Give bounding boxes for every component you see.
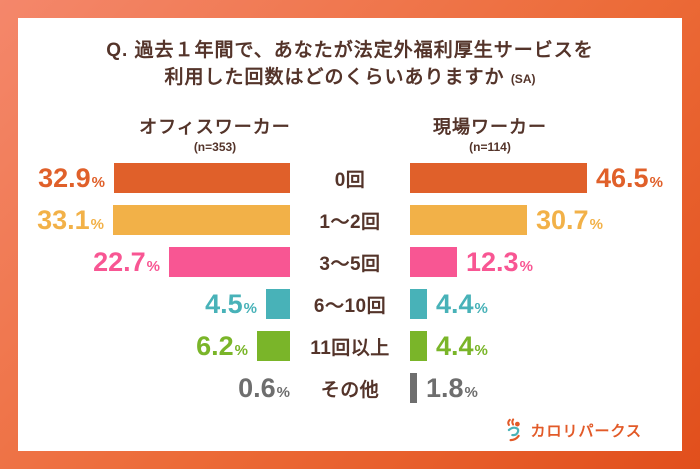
left-value-unit: % [243,299,257,317]
right-value-label: 4.4% [436,288,488,319]
right-bar [410,373,417,403]
group-name-label: 現場ワーカー [433,117,547,137]
right-value-number: 1.8 [426,372,464,403]
brand-logo-icon [507,418,521,442]
right-bar-zone: 12.3% [410,247,682,277]
chart-title-line2: 利用した回数はどのくらいありますか [164,67,505,88]
left-bar-zone: 0.6% [18,372,290,403]
right-value-number: 4.4 [436,288,474,319]
chart-row: 33.1% 1〜2回 30.7% [18,199,682,241]
right-bar [410,163,587,193]
group-header-office-worker: オフィスワーカー (n=353) [105,113,325,154]
left-value-unit: % [276,383,290,401]
category-label: その他 [320,379,380,401]
category-label: 6〜10回 [313,295,387,317]
left-value-label: 22.7% [93,246,160,277]
left-value-number: 32.9 [38,162,91,193]
chart-title: Q. 過去１年間で、あなたが法定外福利厚生サービスを 利用した回数はどのくらいあ… [18,37,682,93]
right-bar-zone: 30.7% [410,205,682,235]
chart-title-line1: Q. 過去１年間で、あなたが法定外福利厚生サービスを [106,40,594,61]
left-value-label: 6.2% [196,330,248,361]
brand-logo: カロリパークス [503,418,642,442]
right-value-label: 46.5% [596,162,663,193]
right-value-number: 4.4 [436,330,474,361]
category-label: 3〜5回 [319,253,381,275]
left-value-number: 0.6 [238,372,276,403]
category-zone: 11回以上 [290,333,410,360]
left-bar [113,205,290,235]
right-bar-zone: 4.4% [410,331,682,361]
right-bar-zone: 1.8% [410,373,682,403]
right-value-label: 4.4% [436,330,488,361]
category-label: 0回 [334,169,366,191]
category-zone: その他 [290,375,410,402]
chart-row: 32.9% 0回 46.5% [18,157,682,199]
left-value-label: 0.6% [238,372,290,403]
left-value-number: 6.2 [196,330,234,361]
left-bar-zone: 22.7% [18,247,290,277]
right-bar [410,247,457,277]
right-value-unit: % [649,173,663,191]
left-value-label: 4.5% [205,288,257,319]
left-bar-zone: 32.9% [18,163,290,193]
left-value-unit: % [234,341,248,359]
left-bar-zone: 33.1% [18,205,290,235]
right-bar-zone: 4.4% [410,289,682,319]
category-zone: 0回 [290,165,410,192]
category-label: 11回以上 [310,337,390,359]
chart-row: 4.5% 6〜10回 4.4% [18,283,682,325]
right-value-label: 30.7% [536,204,603,235]
left-value-unit: % [91,173,105,191]
left-value-label: 33.1% [37,204,104,235]
category-zone: 6〜10回 [290,291,410,318]
right-value-label: 12.3% [466,246,533,277]
left-value-label: 32.9% [38,162,105,193]
right-value-number: 30.7 [536,204,589,235]
group-name-label: オフィスワーカー [139,117,291,137]
group-header-field-worker: 現場ワーカー (n=114) [380,113,600,154]
category-zone: 3〜5回 [290,249,410,276]
left-value-unit: % [90,215,104,233]
chart-row: 22.7% 3〜5回 12.3% [18,241,682,283]
left-bar-zone: 6.2% [18,331,290,361]
right-value-number: 46.5 [596,162,649,193]
right-value-label: 1.8% [426,372,478,403]
left-value-unit: % [146,257,160,275]
group-sample-size: (n=114) [469,140,511,154]
right-value-number: 12.3 [466,246,519,277]
left-bar [114,163,290,193]
right-value-unit: % [589,215,603,233]
left-value-number: 4.5 [205,288,243,319]
group-sample-size: (n=353) [193,140,237,154]
right-bar-zone: 46.5% [410,163,682,193]
category-zone: 1〜2回 [290,207,410,234]
right-value-unit: % [464,383,478,401]
left-value-number: 22.7 [93,246,146,277]
brand-logo-text: カロリパークス [530,422,642,440]
chart-title-sa-tag: (SA) [510,72,536,86]
left-bar [169,247,290,277]
right-bar [410,289,427,319]
right-value-unit: % [474,299,488,317]
left-bar [257,331,290,361]
left-bar-zone: 4.5% [18,289,290,319]
right-value-unit: % [519,257,533,275]
left-value-number: 33.1 [37,204,90,235]
category-label: 1〜2回 [319,211,381,233]
chart-row: 0.6% その他 1.8% [18,367,682,409]
left-bar [266,289,290,319]
right-bar [410,205,527,235]
right-bar [410,331,427,361]
right-value-unit: % [474,341,488,359]
chart-row: 6.2% 11回以上 4.4% [18,325,682,367]
chart-card: Q. 過去１年間で、あなたが法定外福利厚生サービスを 利用した回数はどのくらいあ… [18,18,682,451]
chart-rows: 32.9% 0回 46.5% 33.1% 1〜2回 30.7% 22.7% 3 [18,157,682,409]
